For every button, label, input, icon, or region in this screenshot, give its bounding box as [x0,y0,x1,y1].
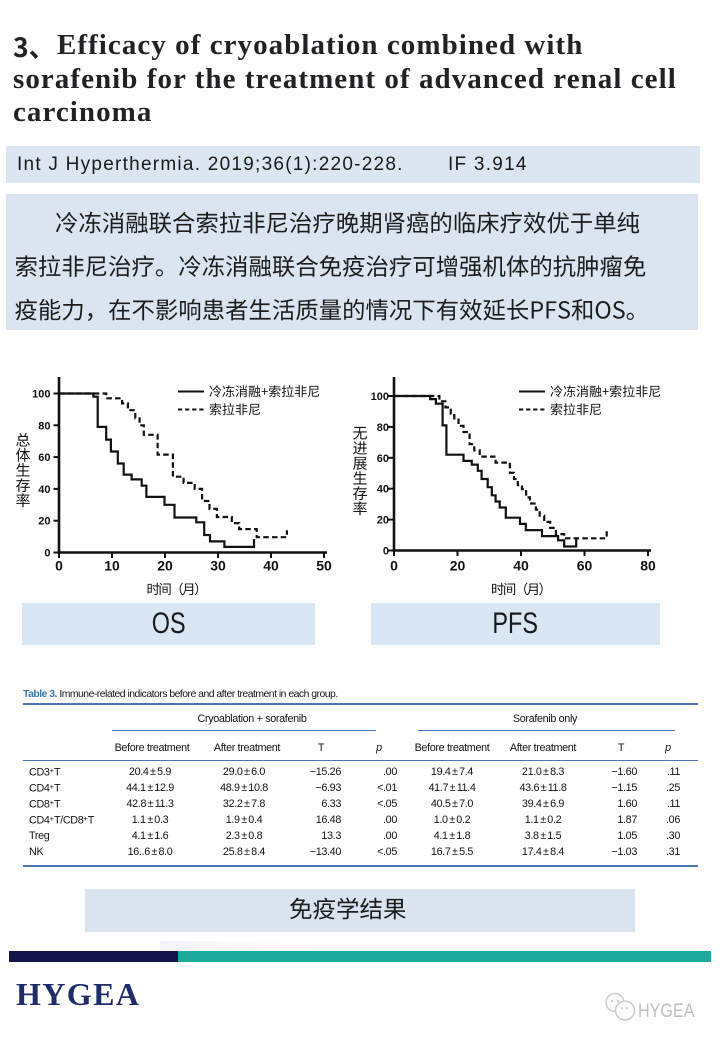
svg-text:20: 20 [157,558,173,574]
svg-text:40: 40 [38,484,50,496]
svg-text:60: 60 [377,453,389,465]
svg-text:0: 0 [390,558,398,574]
svg-text:30: 30 [210,558,226,574]
svg-text:10: 10 [104,558,120,574]
svg-text:100: 100 [32,389,50,401]
svg-text:0: 0 [383,546,389,558]
svg-text:40: 40 [513,558,529,574]
svg-text:40: 40 [263,558,279,574]
svg-text:80: 80 [640,558,656,574]
svg-text:20: 20 [38,516,50,528]
svg-text:60: 60 [38,452,50,464]
svg-text:20: 20 [450,558,466,574]
svg-text:40: 40 [377,484,389,496]
svg-text:20: 20 [377,515,389,527]
svg-text:80: 80 [377,422,389,434]
svg-text:50: 50 [316,558,332,574]
svg-text:0: 0 [55,558,63,574]
svg-text:80: 80 [38,420,50,432]
svg-text:0: 0 [44,548,50,560]
svg-text:60: 60 [577,558,593,574]
svg-text:100: 100 [371,391,389,403]
